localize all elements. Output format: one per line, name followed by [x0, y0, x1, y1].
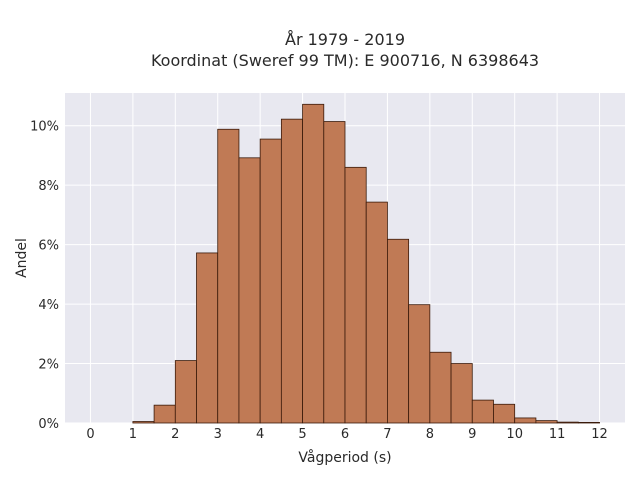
y-tick-label: 8%	[38, 179, 59, 194]
histogram-bar	[344, 166, 367, 424]
histogram-bar	[217, 128, 240, 424]
histogram-bar	[302, 103, 325, 424]
histogram-bar	[471, 399, 494, 424]
x-tick-label: 6	[341, 427, 349, 442]
x-tick-label: 10	[506, 427, 523, 442]
histogram-bar	[280, 118, 303, 424]
histogram-bar	[323, 121, 346, 424]
histogram-bar	[238, 157, 261, 424]
histogram-bar	[259, 138, 282, 424]
x-axis-label: Vågperiod (s)	[298, 449, 391, 466]
histogram-bar	[153, 404, 176, 424]
y-tick-label: 4%	[38, 298, 59, 313]
x-axis-ticks: 0 1 2 3 4 5 6 7 8 9 10 11 12	[86, 427, 608, 442]
y-tick-label: 10%	[30, 120, 59, 135]
histogram-bar	[577, 422, 600, 424]
x-tick-label: 4	[256, 427, 264, 442]
histogram-bar	[408, 304, 431, 424]
x-tick-label: 8	[426, 427, 434, 442]
histogram-bar	[387, 238, 410, 424]
y-tick-label: 2%	[38, 358, 59, 373]
histogram-bar	[535, 420, 558, 424]
histogram-bar	[132, 421, 155, 424]
x-tick-label: 1	[129, 427, 137, 442]
y-axis-ticks: 0% 2% 4% 6% 8% 10%	[30, 120, 59, 432]
x-tick-label: 2	[171, 427, 179, 442]
histogram-bar	[196, 252, 219, 424]
chart-title: År 1979 - 2019	[285, 30, 405, 49]
histogram-bar	[429, 351, 452, 424]
histogram-bar	[174, 360, 197, 424]
x-tick-label: 11	[549, 427, 566, 442]
histogram-bar	[514, 417, 537, 424]
x-tick-label: 5	[298, 427, 306, 442]
histogram-bar	[365, 201, 388, 424]
chart-subtitle: Koordinat (Sweref 99 TM): E 900716, N 63…	[151, 51, 539, 70]
y-axis-label: Andel	[14, 238, 30, 278]
x-tick-label: 0	[86, 427, 94, 442]
histogram-bar	[556, 421, 579, 424]
x-tick-label: 7	[383, 427, 391, 442]
histogram-bar	[493, 403, 516, 424]
histogram-bar	[450, 363, 473, 424]
y-tick-label: 0%	[38, 417, 59, 432]
x-tick-label: 12	[591, 427, 608, 442]
x-tick-label: 3	[214, 427, 222, 442]
x-tick-label: 9	[468, 427, 476, 442]
y-tick-label: 6%	[38, 239, 59, 254]
bars	[132, 103, 600, 424]
